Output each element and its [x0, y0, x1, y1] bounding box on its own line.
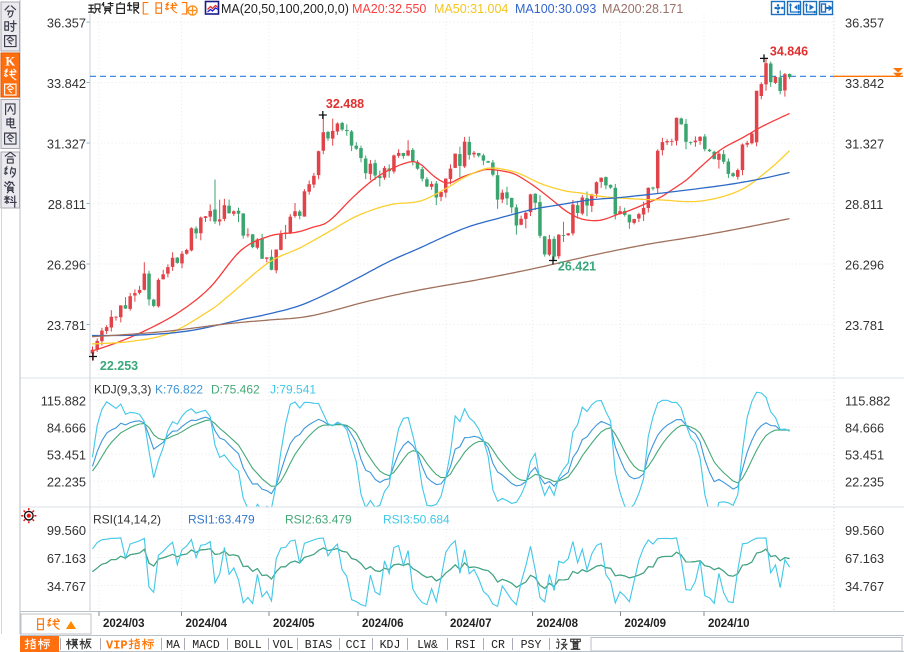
svg-text:67.163: 67.163 — [47, 551, 86, 566]
svg-text:22.235: 22.235 — [47, 474, 86, 489]
svg-text:23.781: 23.781 — [47, 318, 86, 333]
svg-text:RSI: RSI — [455, 639, 476, 652]
svg-text:53.451: 53.451 — [47, 447, 86, 462]
svg-text:2024/08: 2024/08 — [537, 618, 579, 630]
svg-text:67.163: 67.163 — [845, 551, 884, 566]
svg-text:2024/09: 2024/09 — [625, 618, 667, 630]
svg-text:MA200:28.171: MA200:28.171 — [602, 2, 683, 16]
svg-text:28.811: 28.811 — [845, 197, 883, 212]
svg-text:36.357: 36.357 — [47, 15, 86, 30]
svg-text:28.811: 28.811 — [48, 197, 86, 212]
svg-text:J:79.541: J:79.541 — [270, 383, 316, 397]
svg-text:36.357: 36.357 — [845, 15, 884, 30]
svg-text:26.421: 26.421 — [558, 260, 596, 274]
svg-text:MA50:31.004: MA50:31.004 — [434, 2, 508, 16]
svg-text:115.882: 115.882 — [845, 393, 890, 408]
svg-text:MA100:30.093: MA100:30.093 — [515, 2, 596, 16]
svg-text:MA: MA — [166, 639, 180, 652]
svg-text:2024/04: 2024/04 — [186, 618, 228, 630]
svg-text:34.846: 34.846 — [770, 45, 808, 59]
svg-text:BIAS: BIAS — [305, 639, 333, 652]
svg-text:99.560: 99.560 — [47, 523, 86, 538]
svg-text:34.767: 34.767 — [47, 579, 86, 594]
svg-text:KDJ(9,3,3): KDJ(9,3,3) — [94, 383, 151, 397]
svg-text:RSI2:63.479: RSI2:63.479 — [285, 513, 352, 527]
svg-text:D:75.462: D:75.462 — [211, 383, 260, 397]
svg-text:K: K — [5, 54, 15, 68]
svg-text:31.327: 31.327 — [845, 136, 884, 151]
svg-text:LW&: LW& — [417, 639, 438, 652]
svg-text:RSI(14,14,2): RSI(14,14,2) — [93, 513, 161, 527]
svg-text:CCI: CCI — [346, 639, 367, 652]
svg-text:MACD: MACD — [192, 639, 220, 652]
svg-text:PSY: PSY — [521, 639, 542, 652]
svg-text:31.327: 31.327 — [47, 136, 86, 151]
svg-text:2024/05: 2024/05 — [273, 618, 315, 630]
svg-text:CR: CR — [491, 639, 505, 652]
svg-text:K:76.822: K:76.822 — [155, 383, 203, 397]
svg-text:MA20:32.550: MA20:32.550 — [352, 2, 426, 16]
svg-text:32.488: 32.488 — [326, 97, 364, 111]
svg-text:RSI1:63.479: RSI1:63.479 — [188, 513, 255, 527]
svg-text:33.842: 33.842 — [47, 76, 86, 91]
svg-text:26.296: 26.296 — [845, 257, 884, 272]
svg-text:34.767: 34.767 — [845, 579, 884, 594]
svg-text:RSI3:50.684: RSI3:50.684 — [383, 513, 450, 527]
svg-text:2024/10: 2024/10 — [708, 618, 750, 630]
svg-text:115.882: 115.882 — [41, 393, 86, 408]
svg-text:BOLL: BOLL — [234, 639, 262, 652]
svg-text:22.235: 22.235 — [845, 474, 884, 489]
svg-text:84.666: 84.666 — [47, 420, 86, 435]
svg-text:2024/03: 2024/03 — [103, 618, 145, 630]
svg-text:VOL: VOL — [273, 639, 294, 652]
svg-text:KDJ: KDJ — [380, 639, 401, 652]
svg-text:23.781: 23.781 — [845, 318, 884, 333]
svg-text:84.666: 84.666 — [845, 420, 884, 435]
svg-text:33.842: 33.842 — [845, 76, 884, 91]
svg-text:99.560: 99.560 — [845, 523, 884, 538]
svg-text:2024/07: 2024/07 — [450, 618, 492, 630]
svg-text:26.296: 26.296 — [47, 257, 86, 272]
svg-text:MA(20,50,100,200,0,0): MA(20,50,100,200,0,0) — [221, 2, 349, 16]
svg-text:53.451: 53.451 — [845, 447, 884, 462]
svg-text:VIP: VIP — [106, 639, 128, 652]
svg-text:2024/06: 2024/06 — [362, 618, 404, 630]
svg-text:22.253: 22.253 — [100, 359, 138, 373]
